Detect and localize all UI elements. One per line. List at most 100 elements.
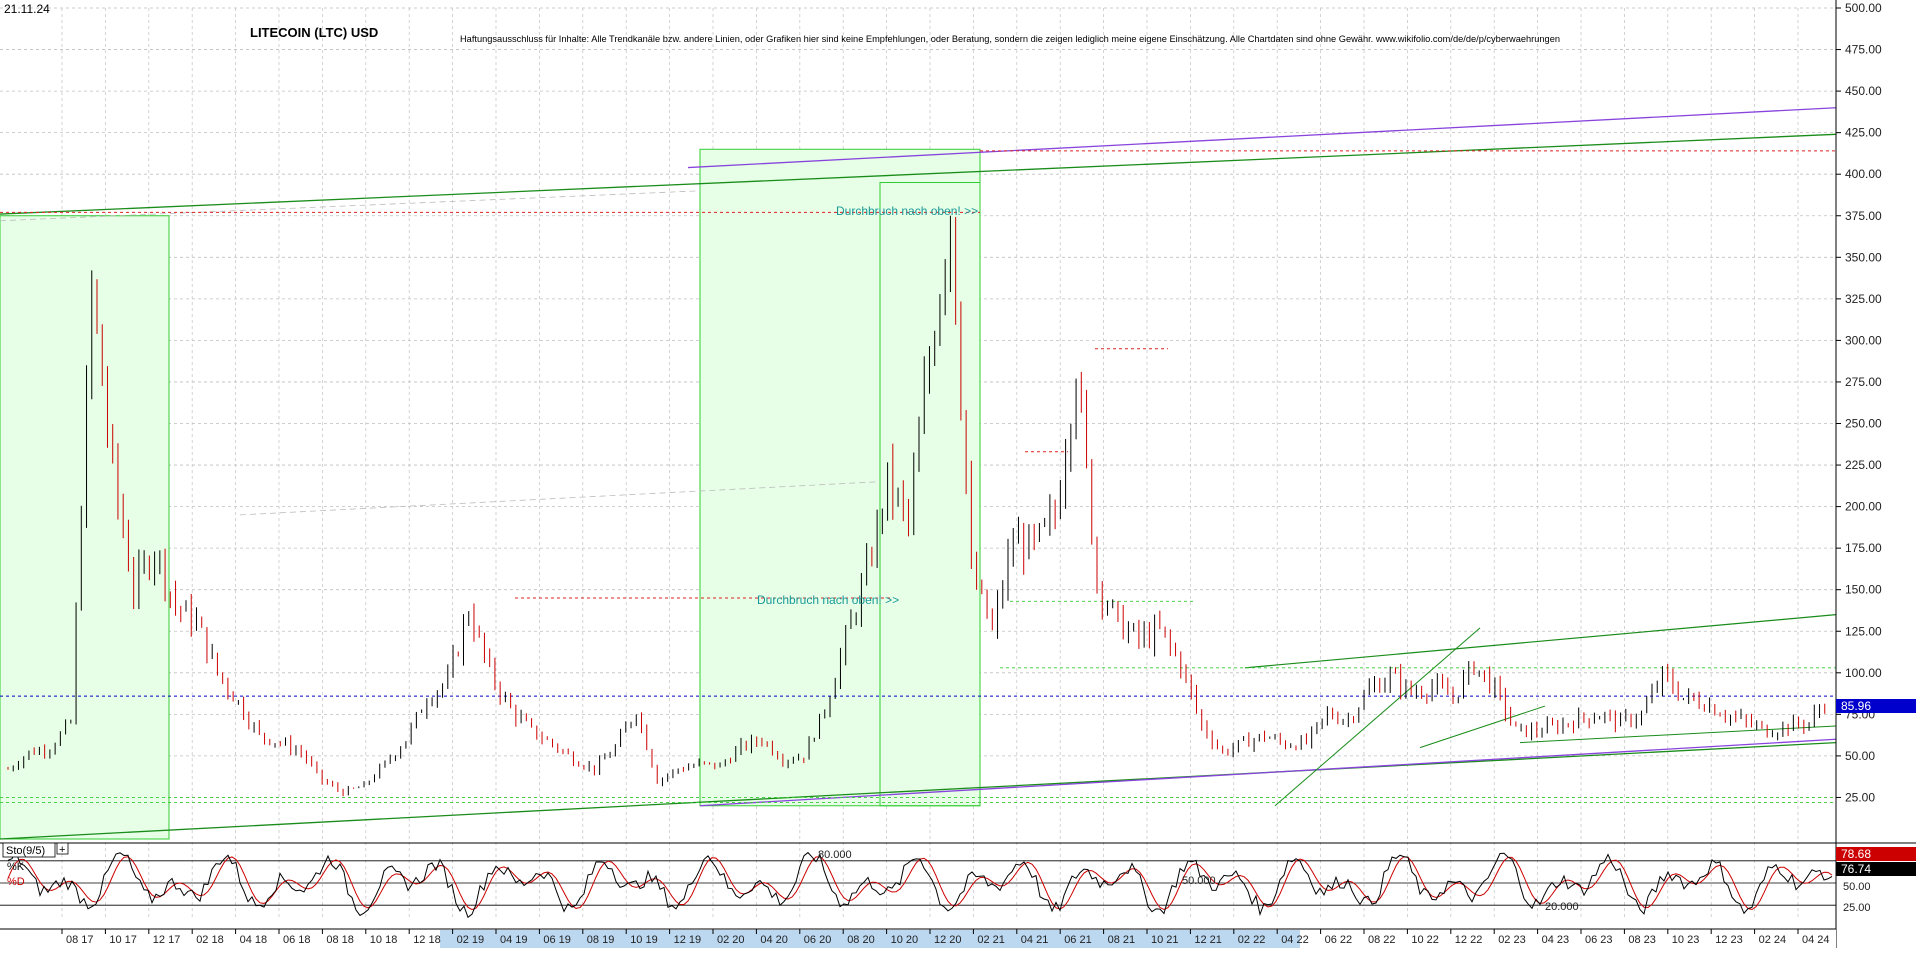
xtick-label: 06 21 bbox=[1064, 934, 1092, 946]
stoch-k-badge bbox=[1836, 847, 1916, 861]
xtick-label: 04 21 bbox=[1021, 934, 1049, 946]
annotation-breakout-1: Durchbruch nach oben! >> bbox=[836, 204, 978, 218]
stoch-level-80: 80.000 bbox=[818, 849, 852, 861]
highlight-box bbox=[699, 148, 981, 807]
xtick-label: 10 23 bbox=[1672, 934, 1700, 946]
ytick-label: 275.00 bbox=[1845, 375, 1882, 389]
ytick-label: 350.00 bbox=[1845, 250, 1882, 264]
annotation-breakout-2: Durchbruch nach oben! >> bbox=[757, 593, 899, 607]
chart-date: 21.11.24 bbox=[4, 2, 50, 16]
stoch-d-value: 76.74 bbox=[1841, 862, 1871, 876]
ytick-label: 100.00 bbox=[1845, 666, 1882, 680]
xtick-label: 08 22 bbox=[1368, 934, 1396, 946]
highlight-box-inner bbox=[879, 182, 981, 807]
chart-title: LITECOIN (LTC) USD bbox=[250, 25, 378, 40]
xtick-label: 10 20 bbox=[891, 934, 919, 946]
xtick-label: 06 22 bbox=[1325, 934, 1353, 946]
xtick-label: 12 23 bbox=[1715, 934, 1743, 946]
highlight-box bbox=[0, 215, 170, 840]
xtick-label: 10 22 bbox=[1411, 934, 1439, 946]
xtick-label: 08 17 bbox=[66, 934, 94, 946]
last-price-label: 85.96 bbox=[1841, 699, 1871, 713]
xtick-label: 04 22 bbox=[1281, 934, 1309, 946]
xtick-label: 04 19 bbox=[500, 934, 528, 946]
xtick-label: 12 19 bbox=[674, 934, 702, 946]
disclaimer-text: Haftungsausschluss für Inhalte: Alle Tre… bbox=[460, 34, 1560, 45]
xtick-label: 04 18 bbox=[240, 934, 268, 946]
xtick-label: 02 23 bbox=[1498, 934, 1526, 946]
xtick-label: 08 19 bbox=[587, 934, 615, 946]
ytick-label: 425.00 bbox=[1845, 126, 1882, 140]
xtick-label: 04 20 bbox=[760, 934, 788, 946]
xtick-label: 12 22 bbox=[1455, 934, 1483, 946]
stoch-tick-25: 25.00 bbox=[1843, 902, 1871, 914]
ytick-label: 325.00 bbox=[1845, 292, 1882, 306]
trend-lines bbox=[0, 107, 1837, 840]
xtick-label: 12 20 bbox=[934, 934, 962, 946]
xtick-label: 06 18 bbox=[283, 934, 311, 946]
time-axis-highlight bbox=[440, 930, 1300, 948]
ytick-label: 125.00 bbox=[1845, 624, 1882, 638]
ytick-label: 225.00 bbox=[1845, 458, 1882, 472]
xtick-label: 10 21 bbox=[1151, 934, 1179, 946]
stoch-title-box bbox=[2, 842, 56, 858]
xtick-label: 02 19 bbox=[457, 934, 485, 946]
stoch-k-value: 78.68 bbox=[1841, 847, 1871, 861]
ytick-label: 250.00 bbox=[1845, 417, 1882, 431]
ytick-label: 150.00 bbox=[1845, 583, 1882, 597]
ytick-label: 450.00 bbox=[1845, 84, 1882, 98]
stoch-expand-button[interactable] bbox=[56, 842, 69, 855]
stoch-title: Sto(9/5) bbox=[6, 845, 45, 857]
xtick-label: 02 24 bbox=[1759, 934, 1787, 946]
stoch-legend-k: %K bbox=[7, 861, 25, 873]
stoch-legend-d: %D bbox=[7, 876, 25, 888]
last-price-badge bbox=[1836, 699, 1916, 713]
xtick-label: 06 19 bbox=[543, 934, 571, 946]
stoch-k-line bbox=[7, 850, 1833, 919]
stoch-level-50: 50.000 bbox=[1182, 875, 1216, 887]
xtick-label: 04 23 bbox=[1542, 934, 1570, 946]
trend-line bbox=[687, 107, 1837, 169]
trend-line bbox=[0, 741, 1837, 840]
xtick-label: 08 23 bbox=[1628, 934, 1656, 946]
xtick-label: 12 18 bbox=[413, 934, 441, 946]
stoch-level-20: 20.000 bbox=[1545, 901, 1579, 913]
ytick-label: 300.00 bbox=[1845, 333, 1882, 347]
xtick-label: 06 20 bbox=[804, 934, 832, 946]
xtick-label: 10 18 bbox=[370, 934, 398, 946]
xtick-label: 10 19 bbox=[630, 934, 658, 946]
xtick-label: 06 23 bbox=[1585, 934, 1613, 946]
ytick-label: 25.00 bbox=[1845, 790, 1875, 804]
xtick-label: 12 17 bbox=[153, 934, 181, 946]
xtick-label: 02 20 bbox=[717, 934, 745, 946]
stoch-d-badge bbox=[1836, 862, 1916, 876]
ytick-label: 175.00 bbox=[1845, 541, 1882, 555]
xtick-label: 10 17 bbox=[109, 934, 137, 946]
xtick-label: 12 21 bbox=[1194, 934, 1222, 946]
xtick-label: 08 18 bbox=[326, 934, 354, 946]
xtick-label: 02 21 bbox=[977, 934, 1005, 946]
xtick-label: 02 18 bbox=[196, 934, 224, 946]
trend-line bbox=[0, 190, 701, 222]
trend-line bbox=[1274, 627, 1481, 807]
price-axis: 500.00 475.00 450.00 425.00 400.00 375.00 350.… bbox=[1835, 0, 1882, 948]
ytick-label: 500.00 bbox=[1845, 1, 1882, 15]
trend-line bbox=[239, 481, 881, 516]
ytick-label: 200.00 bbox=[1845, 500, 1882, 514]
plus-icon[interactable]: + bbox=[59, 844, 65, 856]
trend-line bbox=[1244, 614, 1837, 669]
candles bbox=[7, 215, 1826, 797]
time-axis: 08 17 10 17 12 17 02 18 04 18 06 18 08 18 10 18… bbox=[0, 928, 1836, 948]
xtick-label: 02 22 bbox=[1238, 934, 1266, 946]
stoch-tick-50: 50.00 bbox=[1843, 881, 1871, 893]
ytick-label: 475.00 bbox=[1845, 43, 1882, 57]
ytick-label: 50.00 bbox=[1845, 749, 1875, 763]
trend-line bbox=[1419, 705, 1546, 749]
ytick-label: 400.00 bbox=[1845, 167, 1882, 181]
ytick-label: 375.00 bbox=[1845, 209, 1882, 223]
stochastic-panel bbox=[0, 842, 1916, 919]
xtick-label: 08 21 bbox=[1108, 934, 1136, 946]
trend-line bbox=[699, 738, 1837, 807]
trend-line bbox=[0, 133, 1837, 215]
